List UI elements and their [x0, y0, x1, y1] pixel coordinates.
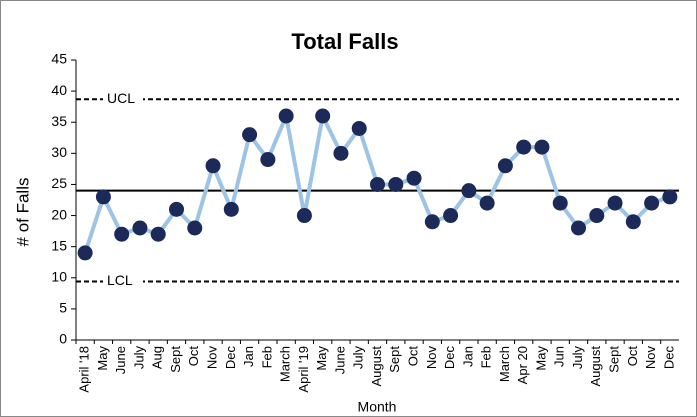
data-point	[223, 201, 239, 217]
x-tick-label: Jun	[552, 346, 567, 367]
data-point	[187, 220, 203, 236]
x-tick-label: July	[351, 346, 366, 370]
data-point	[479, 195, 495, 211]
data-point	[278, 108, 294, 124]
data-point	[552, 195, 568, 211]
x-tick-label: Dec	[442, 346, 457, 370]
x-tick-label: Dec	[223, 346, 238, 370]
x-tick-label: August	[588, 346, 603, 387]
chart-title: Total Falls	[291, 29, 398, 54]
data-point	[424, 214, 440, 230]
x-tick-label: Sept	[168, 346, 183, 373]
data-point	[296, 208, 312, 224]
x-tick-label: March	[278, 346, 293, 382]
x-tick-label: August	[369, 346, 384, 387]
x-tick-label: Nov	[204, 346, 219, 370]
data-point	[497, 158, 513, 174]
y-tick-label: 35	[51, 113, 67, 129]
y-tick-label: 0	[59, 331, 67, 347]
label-bg	[103, 272, 143, 291]
data-point	[388, 176, 404, 192]
x-tick-label: April '18	[77, 346, 92, 393]
data-point	[114, 226, 130, 242]
lcl-label: LCL	[107, 272, 133, 288]
data-point	[644, 195, 660, 211]
y-axis-title: # of Falls	[13, 178, 32, 247]
y-tick-label: 5	[59, 300, 67, 316]
data-point	[607, 195, 623, 211]
data-point	[370, 176, 385, 192]
data-point	[351, 120, 367, 136]
y-tick-label: 25	[51, 175, 67, 191]
label-bg	[103, 90, 143, 109]
data-point	[242, 127, 258, 143]
x-tick-label: Apr 20	[515, 346, 530, 384]
x-tick-label: May	[314, 346, 329, 371]
x-tick-label: Sept	[387, 346, 402, 373]
x-tick-label: July	[570, 346, 585, 370]
data-point	[571, 220, 586, 236]
data-point	[516, 139, 532, 155]
x-tick-label: Nov	[424, 346, 439, 370]
x-tick-label: Oct	[186, 346, 201, 367]
x-tick-label: Oct	[625, 346, 640, 367]
data-point	[132, 220, 148, 236]
x-tick-label: Feb	[479, 346, 494, 368]
x-tick-label: May	[95, 346, 110, 371]
x-tick-label: June	[332, 346, 347, 374]
ucl-label: UCL	[107, 90, 135, 106]
y-tick-label: 20	[51, 206, 67, 222]
data-point	[443, 208, 459, 224]
y-tick-label: 45	[51, 51, 67, 67]
y-tick-label: 10	[51, 268, 67, 284]
x-tick-label: Dec	[661, 346, 676, 370]
data-point	[534, 139, 550, 155]
data-point	[315, 108, 331, 124]
x-tick-label: Aug	[150, 346, 165, 369]
data-point	[150, 226, 166, 242]
x-tick-label: May	[533, 346, 548, 371]
x-tick-label: June	[113, 346, 128, 374]
data-point	[625, 214, 641, 230]
x-tick-label: April '19	[296, 346, 311, 393]
data-point	[95, 189, 111, 205]
x-tick-label: Feb	[259, 346, 274, 368]
data-point	[589, 208, 605, 224]
x-tick-label: Jan	[460, 346, 475, 367]
x-tick-label: Jan	[241, 346, 256, 367]
x-axis-title: Month	[358, 399, 397, 415]
x-tick-label: March	[497, 346, 512, 382]
data-point	[406, 170, 422, 186]
x-tick-label: Sept	[606, 346, 621, 373]
data-point	[77, 245, 93, 261]
data-point	[260, 152, 276, 168]
x-tick-label: Oct	[405, 346, 420, 367]
y-tick-label: 40	[51, 82, 67, 98]
y-tick-label: 15	[51, 237, 67, 253]
data-point	[169, 201, 184, 217]
x-tick-label: Nov	[643, 346, 658, 370]
y-tick-label: 30	[51, 144, 67, 160]
x-tick-label: July	[131, 346, 146, 370]
data-point	[461, 183, 477, 199]
data-point	[333, 145, 349, 161]
data-point	[205, 158, 221, 174]
data-point	[662, 189, 678, 205]
